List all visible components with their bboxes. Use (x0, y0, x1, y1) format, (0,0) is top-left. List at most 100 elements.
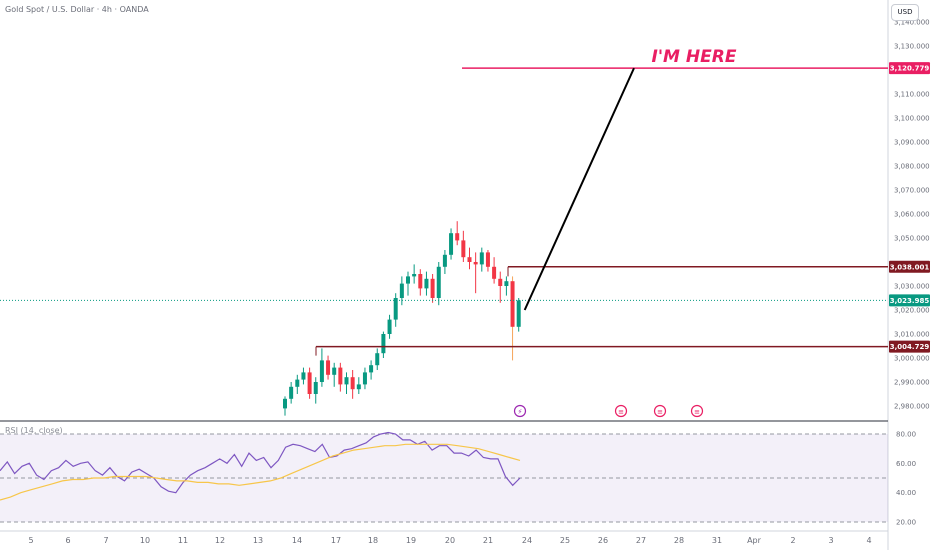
price-label-box (889, 340, 930, 353)
price-tick-label: 3,100.000 (894, 115, 930, 123)
rsi-ma-line (0, 443, 521, 501)
lightning-event-icon (513, 404, 527, 418)
time-tick-label: 10 (140, 536, 150, 545)
price-label-box (889, 62, 930, 75)
price-label-text: 3,004.729 (890, 343, 930, 351)
candle-body (399, 283, 404, 298)
price-tick-label: 3,090.000 (894, 139, 930, 147)
candle-body (301, 372, 306, 380)
time-tick-label: 19 (406, 536, 416, 545)
candle-body (307, 372, 312, 394)
candle-body (442, 254, 447, 267)
time-tick-label: 20 (445, 536, 455, 545)
candle-body (412, 274, 417, 277)
candle-body (393, 298, 398, 320)
candle-body (455, 233, 460, 241)
rsi-tick-label: 40.00 (896, 489, 916, 497)
candle-body (473, 262, 478, 265)
candle-body (510, 281, 515, 327)
candle-body (350, 377, 355, 390)
price-tick-label: 3,080.000 (894, 163, 930, 171)
candle-body (516, 300, 521, 327)
price-tick-label: 3,020.000 (894, 307, 930, 315)
candle-body (449, 233, 454, 255)
time-tick-label: 31 (712, 536, 722, 545)
time-tick-label: 18 (368, 536, 378, 545)
rsi-tick-label: 20.00 (896, 519, 916, 527)
candle-body (430, 278, 435, 298)
time-tick-label: 26 (598, 536, 608, 545)
candle-body (356, 384, 361, 390)
time-tick-label: 25 (560, 536, 570, 545)
candle-body (479, 252, 484, 265)
time-tick-label: 6 (65, 536, 70, 545)
candle-body (289, 386, 294, 399)
us-flag-event-icon-glyph: ≡ (694, 408, 700, 416)
candle-body (344, 377, 349, 385)
time-axis[interactable]: 5 6 7 10 11 12 13 14 17 18 19 20 21 24 25 26 27 28 31 Apr 2 3… (28, 536, 871, 545)
rsi-tick-label: 80.00 (896, 431, 916, 439)
price-tick-label: 3,030.000 (894, 283, 930, 291)
time-tick-label: 17 (331, 536, 341, 545)
currency-button[interactable]: USD (891, 4, 919, 21)
candle-body (369, 365, 374, 373)
time-tick-label: 13 (253, 536, 263, 545)
rsi-tick-label: 60.00 (896, 460, 916, 468)
rsi-indicator-title[interactable]: RSI (14, close) (5, 426, 63, 435)
candle-body (504, 281, 509, 286)
candle-body (436, 266, 441, 298)
price-tick-label: 3,000.000 (894, 355, 930, 363)
time-tick-label: 28 (674, 536, 684, 545)
us-flag-event-icon (653, 404, 667, 418)
time-tick-label: 12 (215, 536, 225, 545)
candle-body (326, 360, 331, 375)
lightning-event-icon-glyph: ⚡ (518, 408, 523, 416)
time-tick-label: 14 (292, 536, 302, 545)
candle-body (381, 334, 386, 354)
candle-body (424, 278, 429, 289)
candle-body (418, 274, 423, 289)
rsi-pane: 80.00 60.00 40.00 20.00 (0, 431, 916, 527)
candle-body (362, 372, 367, 385)
price-tick-label: 3,110.000 (894, 91, 930, 99)
drawing-layer: I'M HERE ⚡ ≡ ≡ ≡ (0, 47, 888, 418)
candle-body (406, 276, 410, 284)
time-tick-label: 27 (636, 536, 646, 545)
time-tick-label: 2 (790, 536, 795, 545)
us-flag-event-icon (690, 404, 704, 418)
price-tick-label: 3,010.000 (894, 331, 930, 339)
candle-body (375, 353, 380, 366)
candle-body (485, 252, 490, 267)
candle-body (498, 278, 503, 286)
price-tick-label: 3,130.000 (894, 43, 930, 51)
price-tick-label: 2,990.000 (894, 379, 930, 387)
price-label-box (889, 294, 930, 307)
price-label-text: 3,120.779 (890, 65, 930, 73)
price-tick-label: 2,980.000 (894, 403, 930, 411)
time-tick-label: 21 (483, 536, 493, 545)
price-label-box (889, 260, 930, 273)
us-flag-event-icon-glyph: ≡ (657, 408, 663, 416)
symbol-title: Gold Spot / U.S. Dollar · 4h · OANDA (5, 5, 149, 14)
candle-body (332, 367, 337, 375)
time-tick-label: 7 (103, 536, 108, 545)
price-tick-label: 3,070.000 (894, 187, 930, 195)
candle-body (313, 382, 318, 394)
time-tick-label: 3 (828, 536, 833, 545)
time-tick-label: Apr (747, 536, 762, 545)
annotation-text: I'M HERE (652, 47, 737, 67)
time-tick-label: 4 (866, 536, 871, 545)
price-axis[interactable]: 3,140.000 3,130.000 3,110.000 3,100.000 3,09… (889, 19, 930, 411)
price-label-text: 3,038.001 (890, 263, 930, 271)
price-tick-label: 3,050.000 (894, 235, 930, 243)
price-label-text: 3,023.985 (890, 297, 930, 305)
time-tick-label: 24 (522, 536, 532, 545)
us-flag-event-icon-glyph: ≡ (618, 408, 624, 416)
rsi-line (0, 431, 521, 494)
candle-body (319, 360, 324, 382)
price-grid (0, 0, 889, 550)
candle-body (295, 379, 300, 387)
candle-body (461, 240, 466, 258)
us-flag-event-icon (614, 404, 628, 418)
